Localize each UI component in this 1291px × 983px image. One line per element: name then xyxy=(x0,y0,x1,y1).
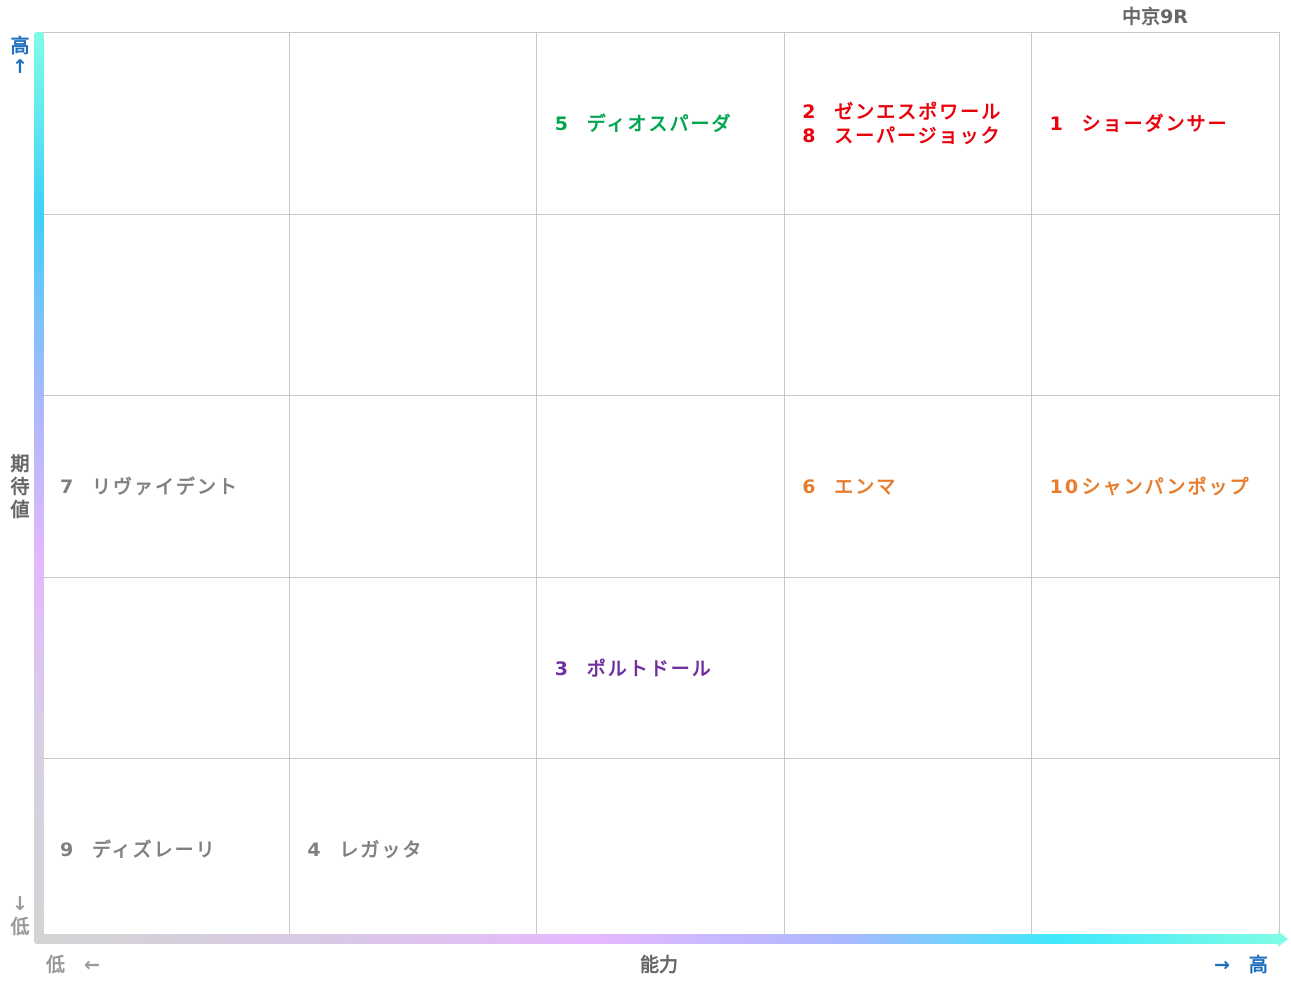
horse-number: 4 xyxy=(307,839,323,862)
x-high-label: → 高 xyxy=(1214,954,1268,976)
horse-name: エンマ xyxy=(834,476,898,498)
y-label-char-1: 期 xyxy=(10,453,30,475)
y-low-arrow: ↓ xyxy=(12,893,28,915)
horse-entry: 4 レガッタ xyxy=(307,838,423,862)
horse-name: シャンパンポップ xyxy=(1081,476,1251,498)
horse-number: 2 xyxy=(802,100,818,123)
x-axis-bar xyxy=(34,931,1288,947)
horse-entry: 2 ゼンエスポワール xyxy=(802,100,1002,124)
horse-number: 8 xyxy=(802,124,818,147)
y-label-char-2: 待 xyxy=(10,476,30,498)
chart-title: 中京9R xyxy=(1122,6,1188,28)
grid-line-h4 xyxy=(42,758,1280,759)
matrix-grid xyxy=(42,32,1280,940)
grid-line-h0 xyxy=(42,32,1280,33)
y-axis-bar xyxy=(34,32,44,944)
y-low-label: 低 xyxy=(10,916,30,938)
y-label-char-3: 値 xyxy=(10,499,30,521)
y-high-arrow: ↑ xyxy=(12,56,28,78)
grid-line-v5 xyxy=(1279,32,1280,940)
grid-line-h3 xyxy=(42,577,1280,578)
horse-entry: 5 ディオスパーダ xyxy=(555,112,733,136)
horse-name: レガッタ xyxy=(339,839,424,862)
horse-entry: 10シャンパンポップ xyxy=(1050,475,1251,499)
horse-entry: 7 リヴァイデント xyxy=(60,475,239,499)
horse-entry: 3 ポルトドール xyxy=(555,657,713,681)
horse-entry: 1 ショーダンサー xyxy=(1050,112,1229,136)
horse-entry: 8 スーパージョック xyxy=(802,124,1001,148)
horse-name: スーパージョック xyxy=(834,124,1002,147)
horse-number: 5 xyxy=(554,112,571,135)
horse-number: 3 xyxy=(554,657,571,680)
grid-line-v4 xyxy=(1031,32,1032,940)
x-low-label: 低 ← xyxy=(46,954,100,976)
grid-line-v1 xyxy=(289,32,290,940)
grid-line-h2 xyxy=(42,395,1280,396)
horse-number: 1 xyxy=(1049,112,1065,135)
horse-name: ディズレーリ xyxy=(92,839,217,862)
x-axis-label: 能力 xyxy=(640,954,679,976)
horse-number: 7 xyxy=(60,476,76,498)
horse-entry: 6 エンマ xyxy=(802,475,897,499)
horse-name: ディオスパーダ xyxy=(586,112,733,135)
horse-number: 9 xyxy=(60,839,76,862)
horse-number: 10 xyxy=(1049,476,1081,498)
horse-name: ゼンエスポワール xyxy=(834,100,1003,123)
horse-number: 6 xyxy=(802,476,818,498)
grid-line-h1 xyxy=(42,214,1280,215)
grid-line-v3 xyxy=(784,32,785,940)
y-high-label: 高 xyxy=(10,35,30,57)
horse-name: リヴァイデント xyxy=(92,476,240,498)
horse-name: ショーダンサー xyxy=(1081,112,1229,135)
grid-line-v2 xyxy=(536,32,537,940)
horse-name: ポルトドール xyxy=(586,657,713,680)
horse-entry: 9 ディズレーリ xyxy=(60,838,217,862)
